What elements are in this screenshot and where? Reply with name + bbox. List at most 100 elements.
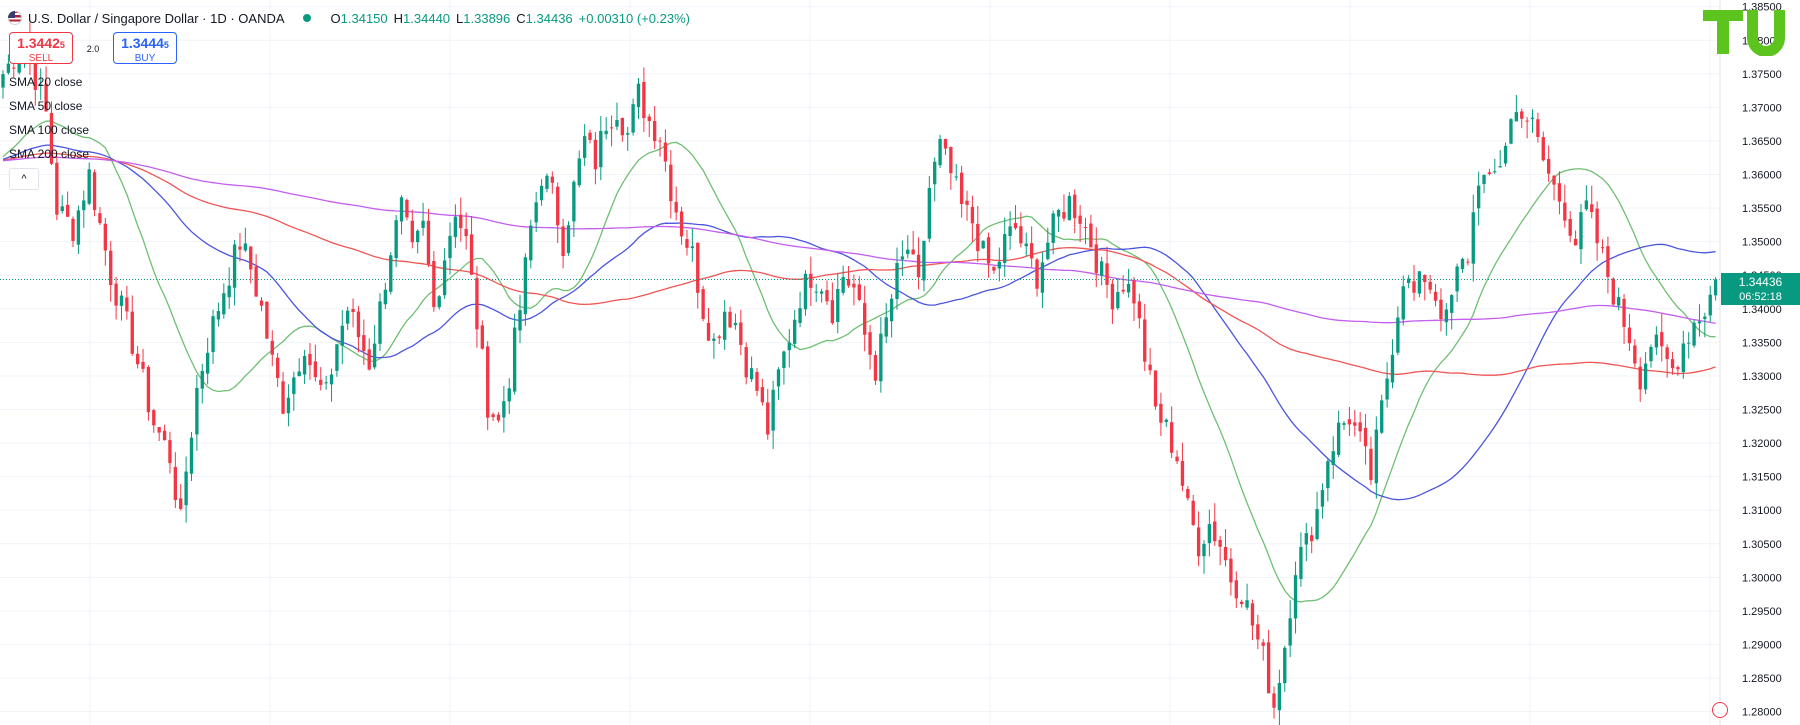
candle-body xyxy=(211,316,215,353)
candle xyxy=(647,114,651,138)
candle-body xyxy=(604,130,608,135)
candle xyxy=(620,117,625,142)
candle xyxy=(561,218,565,269)
candle-body xyxy=(346,310,350,324)
candle-body xyxy=(1557,183,1562,202)
candle-body xyxy=(378,301,382,344)
candle-body xyxy=(658,140,662,142)
candle xyxy=(954,163,958,181)
candle xyxy=(922,240,926,292)
candle xyxy=(44,66,48,112)
candle xyxy=(1110,279,1115,324)
candle-body xyxy=(561,226,565,257)
candle-body xyxy=(1638,366,1642,390)
candle-body xyxy=(889,298,894,322)
candle-body xyxy=(270,340,274,355)
candle-body xyxy=(39,84,43,86)
legend-sma-100[interactable]: SMA 100 close xyxy=(9,123,90,137)
candle-body xyxy=(1390,354,1395,383)
candle-body xyxy=(776,369,781,387)
candle-body xyxy=(1439,299,1443,320)
candle xyxy=(1024,232,1028,257)
candle xyxy=(335,344,339,377)
candle-body xyxy=(1342,423,1346,425)
current-price-tag: 1.34436 06:52:18 xyxy=(1721,272,1800,305)
candle-body xyxy=(130,311,134,354)
candle xyxy=(292,371,296,411)
buy-button[interactable]: 1.34445 BUY xyxy=(113,32,177,64)
candle-body xyxy=(1083,227,1088,229)
candle xyxy=(814,283,818,302)
candle xyxy=(1293,561,1298,634)
candle xyxy=(1126,268,1131,298)
candle-body xyxy=(588,132,592,140)
candle-body xyxy=(550,176,554,183)
candle-body xyxy=(1660,332,1664,347)
candle-body xyxy=(965,200,969,205)
candle xyxy=(222,283,226,319)
candle-body xyxy=(1590,204,1594,213)
candle-body xyxy=(426,220,431,265)
candle-body xyxy=(1326,461,1330,489)
candle xyxy=(582,124,587,166)
candle xyxy=(1708,285,1712,323)
candle-body xyxy=(577,158,581,186)
candle xyxy=(410,209,414,249)
candle-body xyxy=(1563,202,1567,221)
candle xyxy=(227,267,231,309)
candle xyxy=(1019,212,1023,248)
candle xyxy=(717,334,721,345)
candle xyxy=(98,206,102,225)
candle xyxy=(572,180,576,237)
legend-sma-20[interactable]: SMA 20 close xyxy=(9,75,83,89)
candle-body xyxy=(766,402,770,435)
candle-body xyxy=(232,244,237,288)
candle-body xyxy=(1412,281,1416,293)
candle-body xyxy=(825,290,829,302)
candle xyxy=(1186,486,1190,501)
candle-body xyxy=(922,240,926,281)
candle xyxy=(803,270,808,316)
candle-body xyxy=(1213,521,1217,542)
candle-body xyxy=(787,342,791,351)
symbol-title[interactable]: U.S. Dollar / Singapore Dollar · 1D · OA… xyxy=(28,10,285,26)
candle-body xyxy=(755,371,759,391)
candle-body xyxy=(873,355,878,381)
candle-body xyxy=(679,211,684,237)
candle xyxy=(545,173,549,193)
candle xyxy=(518,294,522,344)
legend-sma-50[interactable]: SMA 50 close xyxy=(9,99,83,113)
chevron-up-icon: ^ xyxy=(21,173,27,185)
candle xyxy=(1310,526,1314,554)
candle xyxy=(502,386,506,433)
candle-body xyxy=(1288,618,1292,646)
candle xyxy=(1676,365,1680,376)
candle-body xyxy=(992,266,996,271)
candle-body xyxy=(976,223,980,252)
candle-body xyxy=(399,197,404,222)
flag-icon[interactable] xyxy=(1712,702,1728,718)
legend-sma-200[interactable]: SMA 200 close xyxy=(9,147,90,161)
candle-body xyxy=(1530,117,1535,120)
candle xyxy=(1546,145,1551,182)
candle xyxy=(1509,117,1513,145)
candle xyxy=(1213,503,1217,546)
sell-button[interactable]: 1.34425 SELL xyxy=(9,32,73,64)
candle-body xyxy=(1229,558,1233,583)
candle xyxy=(642,67,646,132)
candle xyxy=(459,197,463,242)
collapse-legend-button[interactable]: ^ xyxy=(9,168,39,190)
y-tick-label: 1.28500 xyxy=(1742,673,1782,685)
candle-body xyxy=(1164,419,1168,423)
candle xyxy=(1094,227,1098,288)
candle-body xyxy=(1617,297,1621,306)
candle xyxy=(906,235,910,259)
candle-body xyxy=(1401,286,1405,320)
candle-body xyxy=(92,172,97,211)
candle xyxy=(1681,330,1685,379)
candle-body xyxy=(1697,321,1702,324)
candle-body xyxy=(12,67,16,69)
candle-body xyxy=(706,322,711,341)
candle xyxy=(1498,150,1502,168)
